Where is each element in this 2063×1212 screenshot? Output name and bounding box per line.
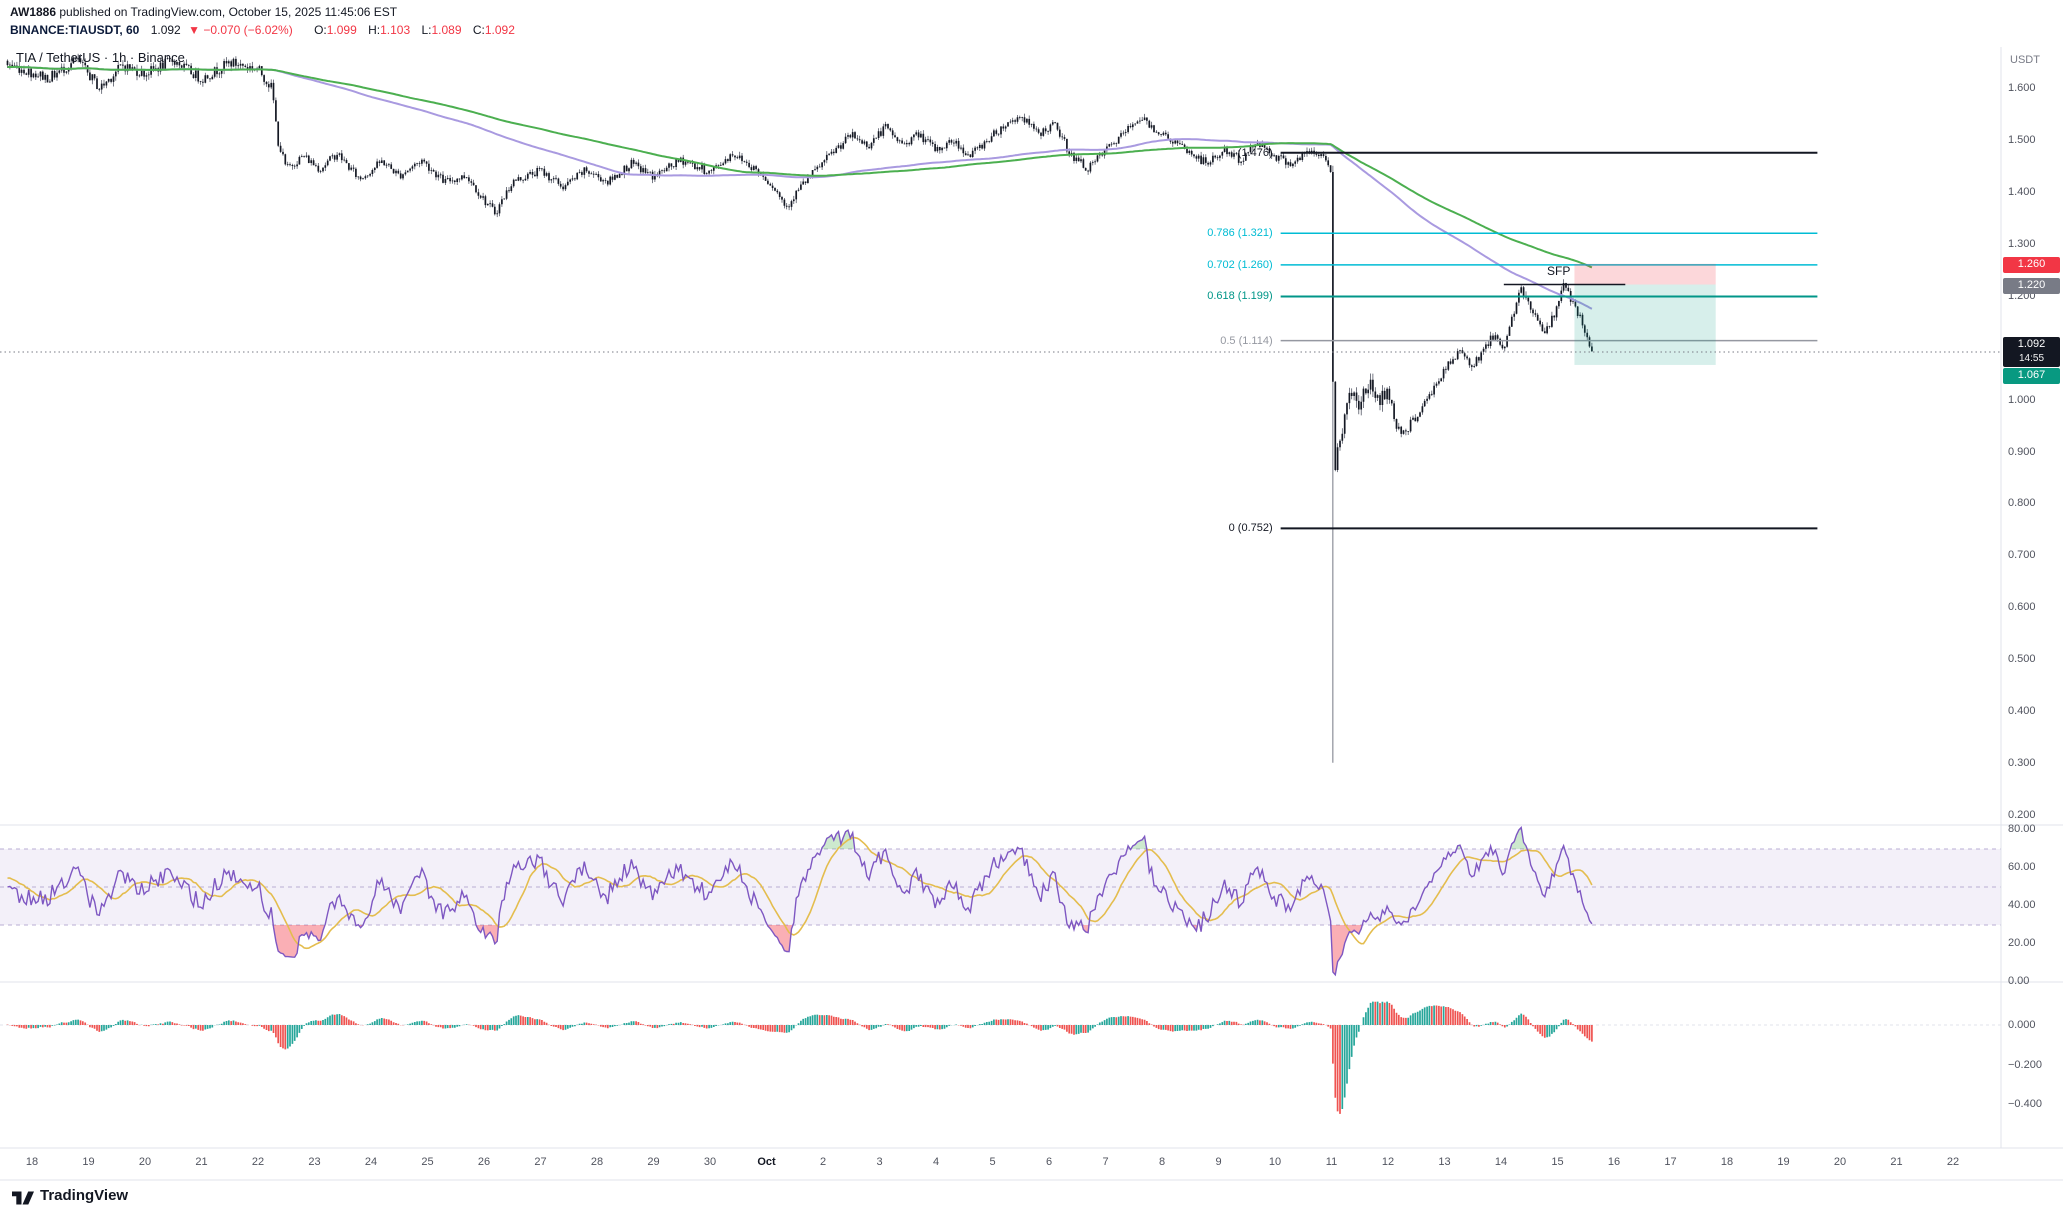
time-axis-label: 24 xyxy=(364,1156,378,1168)
time-axis-label: 4 xyxy=(932,1156,940,1168)
time-axis-label: 20 xyxy=(1833,1156,1847,1168)
time-axis-label: 7 xyxy=(1102,1156,1109,1168)
rsi-axis-label: 20.00 xyxy=(2008,937,2036,949)
countdown-timer: 14:55 xyxy=(2018,352,2045,364)
high-label: H: xyxy=(368,23,381,37)
rsi-axis-label: 40.00 xyxy=(2008,899,2036,911)
macd-axis-label: −0.200 xyxy=(2008,1058,2042,1071)
price-axis-label: 0.400 xyxy=(2008,704,2036,717)
high-value: 1.103 xyxy=(380,23,411,37)
price-axis-label: 0.500 xyxy=(2008,653,2036,666)
price-axis-label: 1.000 xyxy=(2008,393,2036,406)
time-axis-label: 26 xyxy=(477,1156,491,1168)
price-axis-label: 0.800 xyxy=(2008,497,2036,510)
last-price-badge-value: 1.092 xyxy=(2017,337,2046,350)
publish-info-text: published on TradingView.com, October 15… xyxy=(56,5,398,19)
fib-level-label: 0.702 (1.260) xyxy=(1207,258,1273,271)
price-axis-label: 0.700 xyxy=(2008,549,2036,562)
time-axis-label: 30 xyxy=(703,1156,717,1168)
entry-price-badge-value: 1.220 xyxy=(2017,278,2046,291)
time-axis-label: 11 xyxy=(1325,1156,1338,1168)
stop-price-badge: 1.260 xyxy=(2003,256,2060,273)
time-axis-label: 6 xyxy=(1045,1156,1053,1168)
open-value: 1.099 xyxy=(326,23,357,37)
symbol-interval-label[interactable]: BINANCE:TIAUSDT, 60 xyxy=(10,23,140,37)
fib-level-label: 0 (0.752) xyxy=(1228,522,1273,535)
time-axis-label: 22 xyxy=(1946,1156,1960,1168)
time-axis-label: 21 xyxy=(1890,1156,1903,1168)
target-price-badge: 1.067 xyxy=(2003,367,2060,384)
low-label: L: xyxy=(421,23,432,37)
last-price-badge: 1.092 14:55 xyxy=(2003,336,2060,367)
price-axis-label: 1.600 xyxy=(2008,82,2036,95)
down-triangle-icon: ▼ xyxy=(188,23,200,37)
time-axis-label: 28 xyxy=(590,1156,604,1168)
time-axis-label: 25 xyxy=(421,1156,434,1168)
stop-price-badge-value: 1.260 xyxy=(2017,257,2046,270)
time-axis-label: 16 xyxy=(1607,1156,1621,1168)
low-value: 1.089 xyxy=(431,23,462,37)
price-axis-label: 0.300 xyxy=(2008,756,2036,769)
price-axis-label: 1.300 xyxy=(2008,238,2036,251)
tradingview-wordmark[interactable]: TradingView xyxy=(40,1187,129,1204)
time-axis-label: 19 xyxy=(82,1156,95,1168)
time-axis-label: 22 xyxy=(251,1156,265,1168)
chart-legend[interactable]: TIA / TetherUS · 1h · Binance xyxy=(16,50,185,65)
tradingview-logo-icon[interactable] xyxy=(12,1189,34,1210)
time-axis-label: 17 xyxy=(1664,1156,1677,1168)
ohlc-readout: O:1.099 H:1.103 L:1.089 C:1.092 xyxy=(306,23,515,37)
close-label: C: xyxy=(472,23,485,37)
time-axis-label: 13 xyxy=(1438,1156,1451,1168)
footer-bar: TradingView xyxy=(0,1181,2063,1212)
last-price-value: 1.092 xyxy=(150,23,181,37)
time-axis-label: 3 xyxy=(876,1156,883,1168)
close-value: 1.092 xyxy=(484,23,515,37)
macd-axis-label: −0.400 xyxy=(2008,1098,2042,1110)
author-name: AW1886 xyxy=(10,5,57,19)
time-axis-label: 18 xyxy=(25,1156,39,1168)
target-price-badge-value: 1.067 xyxy=(2017,368,2046,381)
time-axis-label: 23 xyxy=(308,1156,321,1168)
time-axis-label: 10 xyxy=(1268,1156,1282,1168)
macd-axis-label: 0.000 xyxy=(2008,1019,2036,1031)
entry-price-badge: 1.220 xyxy=(2003,277,2060,294)
price-axis-label: 0.200 xyxy=(2008,808,2036,821)
time-axis-label: Oct xyxy=(757,1156,776,1168)
symbol-status-line: BINANCE:TIAUSDT, 60 1.092 ▼ −0.070 (−6.0… xyxy=(10,23,515,37)
time-axis-label: 19 xyxy=(1777,1156,1790,1168)
rsi-axis-label: 80.00 xyxy=(2008,823,2036,835)
time-axis-label: 9 xyxy=(1215,1156,1222,1168)
fib-level-label: 0.5 (1.114) xyxy=(1220,334,1273,347)
price-axis-label: 0.600 xyxy=(2008,601,2036,614)
open-label: O: xyxy=(314,23,327,37)
time-axis-label: 5 xyxy=(989,1156,996,1168)
price-axis-label: 0.900 xyxy=(2008,445,2036,458)
time-axis-label: 21 xyxy=(195,1156,208,1168)
fib-level-label: 0.786 (1.321) xyxy=(1207,227,1273,240)
price-change-value: −0.070 (−6.02%) xyxy=(203,23,293,37)
axis-currency-label: USDT xyxy=(2010,54,2040,66)
price-axis-label: 1.400 xyxy=(2008,186,2036,199)
time-axis-label: 18 xyxy=(1720,1156,1734,1168)
price-axis-label: 1.500 xyxy=(2008,134,2036,147)
rsi-axis-label: 0.00 xyxy=(2008,975,2030,987)
rsi-axis-label: 60.00 xyxy=(2008,861,2036,873)
fib-level-label: 0.618 (1.199) xyxy=(1207,290,1273,303)
sfp-annotation[interactable]: SFP xyxy=(1547,264,1571,278)
time-axis-label: 20 xyxy=(138,1156,152,1168)
time-axis-label: 14 xyxy=(1494,1156,1508,1168)
time-axis-label: 8 xyxy=(1158,1156,1166,1168)
publish-info-line: AW1886 published on TradingView.com, Oct… xyxy=(10,5,397,19)
time-axis-label: 29 xyxy=(647,1156,660,1168)
time-axis-label: 15 xyxy=(1551,1156,1564,1168)
time-axis-label: 2 xyxy=(819,1156,827,1168)
fib-level-label: (1.476) xyxy=(1237,146,1273,159)
time-axis-label: 12 xyxy=(1381,1156,1395,1168)
time-axis-label: 27 xyxy=(534,1156,547,1168)
